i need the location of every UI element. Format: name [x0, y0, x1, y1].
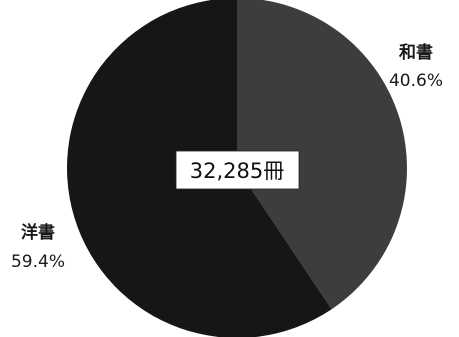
slice-percent-yosho: 59.4% — [11, 252, 65, 272]
center-total-box — [175, 150, 300, 190]
slice-label-yosho: 洋書 — [21, 222, 55, 243]
center-total-label: 32,285冊 — [190, 159, 284, 183]
slice-label-washo: 和書 — [399, 42, 433, 63]
slice-percent-washo: 40.6% — [389, 71, 443, 91]
pie-slice-0 — [237, 0, 407, 310]
